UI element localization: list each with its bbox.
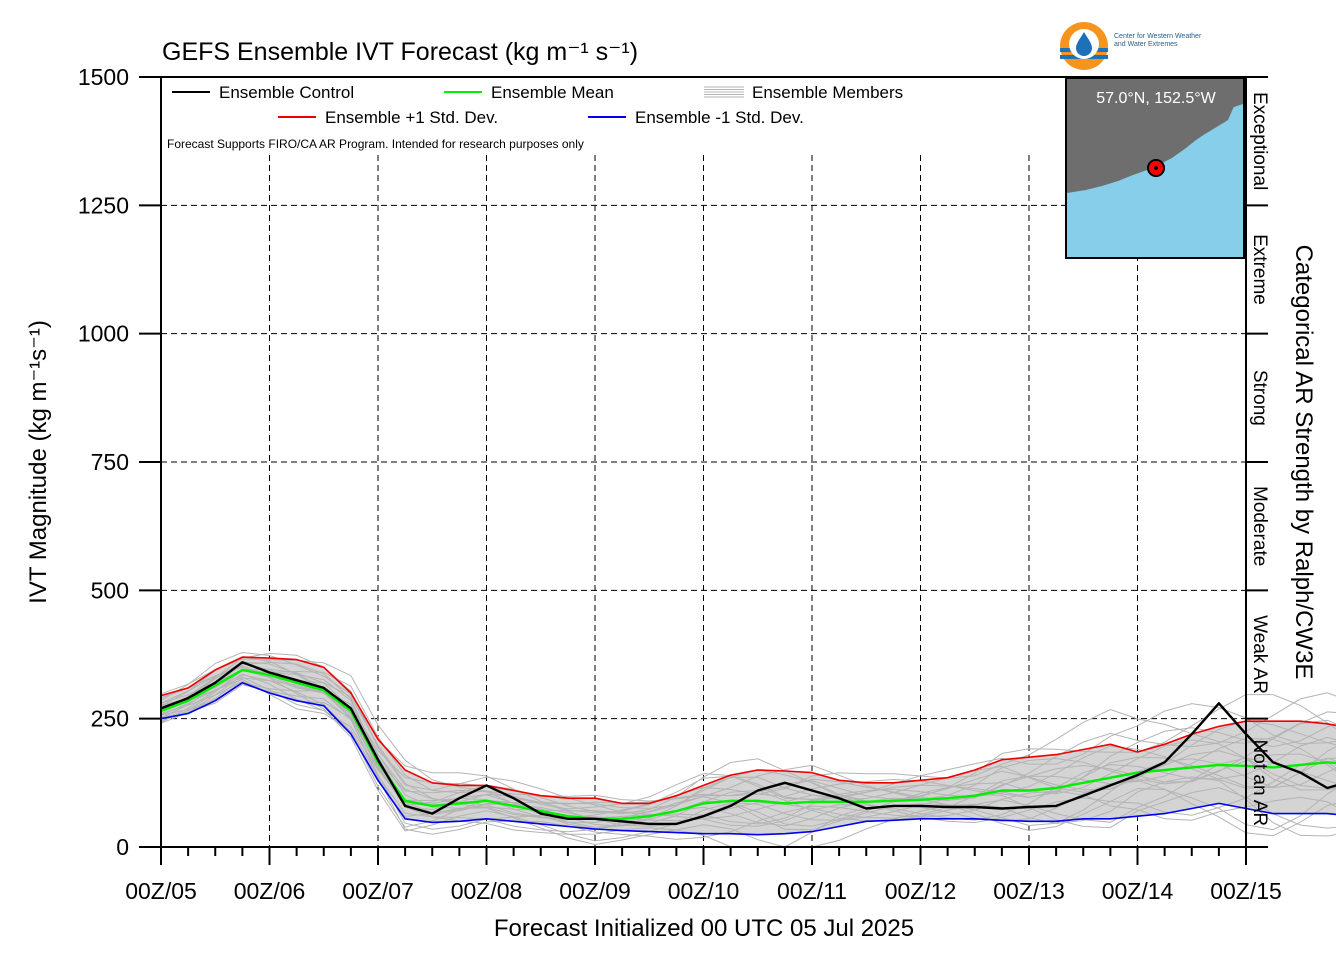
x-tick-label: 00Z/07	[342, 878, 414, 904]
legend: Ensemble Control Ensemble Mean Ensemble +1…	[172, 83, 903, 127]
ensemble-member-line	[160, 681, 1336, 827]
ensemble-member-line	[160, 652, 1336, 813]
y-tick-label: 1250	[78, 192, 129, 218]
legend-minus-std-label: Ensemble -1 Std. Dev.	[635, 108, 804, 127]
logo-text-line-1: Center for Western Weather	[1114, 33, 1202, 40]
x-tick-label: 00Z/11	[777, 878, 847, 904]
series-mean	[160, 668, 1336, 820]
ensemble-member-line	[160, 669, 1336, 825]
y-tick-label: 1000	[78, 321, 129, 347]
legend-control-label: Ensemble Control	[219, 83, 354, 102]
legend-mean-label: Ensemble Mean	[491, 83, 614, 102]
x-tick-label: 00Z/08	[451, 878, 523, 904]
series-plus-std	[160, 656, 1336, 805]
ensemble-member-line	[160, 684, 1336, 830]
y-tick-label: 250	[91, 706, 129, 732]
x-axis-label: Forecast Initialized 00 UTC 05 Jul 2025	[494, 915, 914, 942]
ensemble-member-line	[160, 666, 1336, 819]
ensemble-member-line	[160, 678, 1336, 833]
y-tick-label: 750	[91, 449, 129, 475]
cw3e-logo: Center for Western Weather and Water Ext…	[1056, 18, 1246, 74]
chart-title: GEFS Ensemble IVT Forecast (kg m⁻¹ s⁻¹)	[162, 38, 638, 66]
legend-members-label: Ensemble Members	[752, 83, 903, 102]
x-tick-label: 00Z/10	[668, 878, 740, 904]
ensemble-member-line	[160, 670, 1336, 813]
x-tick-label: 00Z/12	[885, 878, 957, 904]
legend-plus-std-label: Ensemble +1 Std. Dev.	[325, 108, 498, 127]
water-drop-icon	[1060, 22, 1108, 70]
ensemble-members	[160, 651, 1336, 848]
category-label: Extreme	[1249, 234, 1270, 305]
grid-lines	[161, 155, 1246, 847]
x-tick-label: 00Z/14	[1102, 878, 1174, 904]
series-minus-std	[160, 681, 1336, 836]
category-label: Exceptional	[1249, 92, 1270, 190]
series-control	[160, 661, 1336, 826]
x-tick-label: 00Z/15	[1210, 878, 1282, 904]
x-tick-label: 00Z/09	[559, 878, 631, 904]
category-label: Not an AR	[1249, 740, 1270, 827]
disclaimer: Forecast Supports FIRO/CA AR Program. In…	[167, 137, 584, 151]
ensemble-member-line	[160, 651, 1336, 814]
x-tick-label: 00Z/05	[125, 878, 197, 904]
y-tick-label: 500	[91, 577, 129, 603]
right-axis-label: Categorical AR Strength by Ralph/CW3E	[1290, 245, 1317, 680]
axis-ticks: 0 250 500 750 1000 1250 1500 00Z/05 00Z/06 00Z/07…	[78, 64, 1282, 904]
spread-fill	[161, 657, 1336, 835]
y-axis-label: IVT Magnitude (kg m⁻¹s⁻¹)	[25, 320, 52, 604]
ensemble-member-line	[160, 670, 1336, 802]
ensemble-member-line	[160, 665, 1336, 810]
x-tick-label: 00Z/06	[234, 878, 306, 904]
category-label: Weak AR	[1249, 615, 1270, 694]
y-tick-label: 0	[116, 834, 129, 860]
x-tick-label: 00Z/13	[993, 878, 1065, 904]
category-label: Strong	[1249, 370, 1270, 426]
ensemble-member-line	[160, 673, 1336, 848]
location-label: 57.0°N, 152.5°W	[1096, 90, 1216, 107]
series-lines	[160, 656, 1336, 836]
y-tick-label: 1500	[78, 64, 129, 90]
inset-map	[1065, 77, 1245, 259]
logo-text-line-2: and Water Extremes	[1114, 41, 1178, 48]
ensemble-member-line	[160, 680, 1336, 848]
category-label: Moderate	[1249, 486, 1270, 566]
